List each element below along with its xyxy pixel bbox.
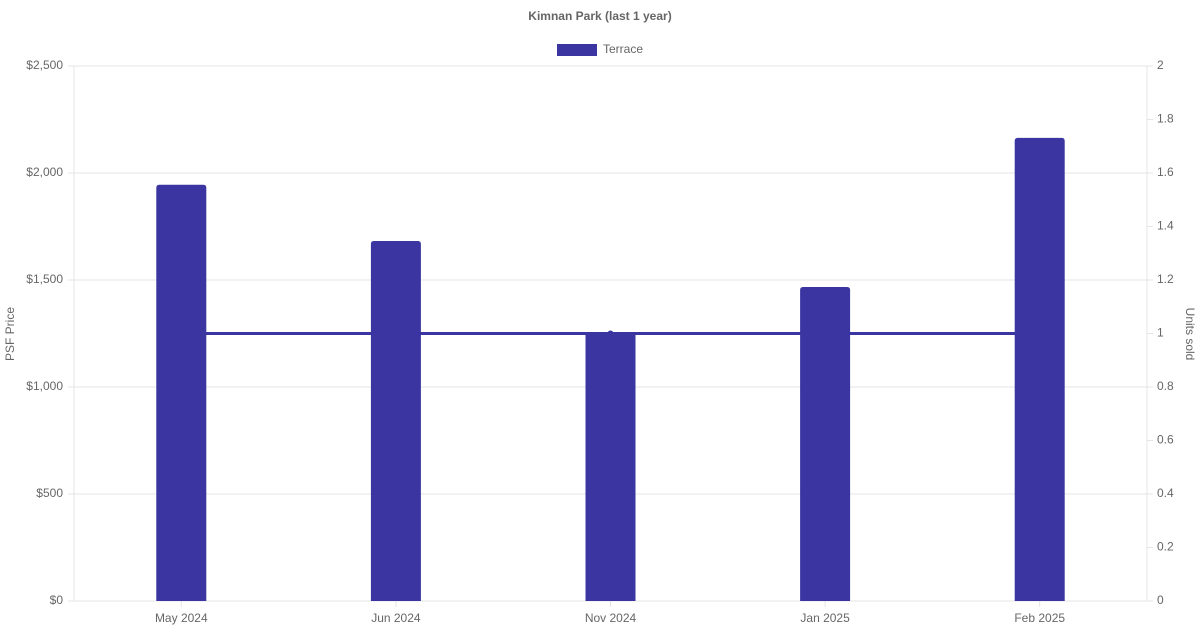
y-tick-label: $1,500	[26, 272, 63, 286]
bar	[585, 332, 636, 601]
y2-tick-label: 0.4	[1157, 486, 1174, 500]
y-tick-label: $500	[36, 486, 63, 500]
bar	[1014, 137, 1065, 602]
x-tick-label: Nov 2024	[585, 611, 637, 625]
x-tick-label: Feb 2025	[1014, 611, 1065, 625]
y2-axis-label: Units sold	[1183, 308, 1197, 361]
y2-tick-label: 1.8	[1157, 112, 1174, 126]
y2-tick-label: 1.2	[1157, 272, 1174, 286]
y2-tick-label: 1.4	[1157, 219, 1174, 233]
bar	[156, 184, 207, 601]
y-axis-label: PSF Price	[3, 307, 17, 361]
y2-tick-label: 2	[1157, 58, 1164, 72]
y-tick-label: $0	[50, 593, 64, 607]
y2-tick-label: 0	[1157, 593, 1164, 607]
legend-swatch	[557, 44, 597, 56]
bar	[370, 241, 421, 601]
y-tick-label: $2,000	[26, 165, 63, 179]
x-tick-label: Jun 2024	[371, 611, 421, 625]
y2-tick-label: 0.6	[1157, 433, 1174, 447]
y2-tick-label: 0.2	[1157, 540, 1174, 554]
legend-label: Terrace	[603, 42, 643, 56]
y2-tick-label: 1.6	[1157, 165, 1174, 179]
y2-tick-label: 0.8	[1157, 379, 1174, 393]
y2-tick-label: 1	[1157, 326, 1164, 340]
y-tick-label: $2,500	[26, 58, 63, 72]
x-tick-label: Jan 2025	[800, 611, 850, 625]
bar	[800, 287, 851, 601]
chart-title: Kimnan Park (last 1 year)	[528, 9, 671, 23]
y-tick-label: $1,000	[26, 379, 63, 393]
x-tick-label: May 2024	[155, 611, 208, 625]
